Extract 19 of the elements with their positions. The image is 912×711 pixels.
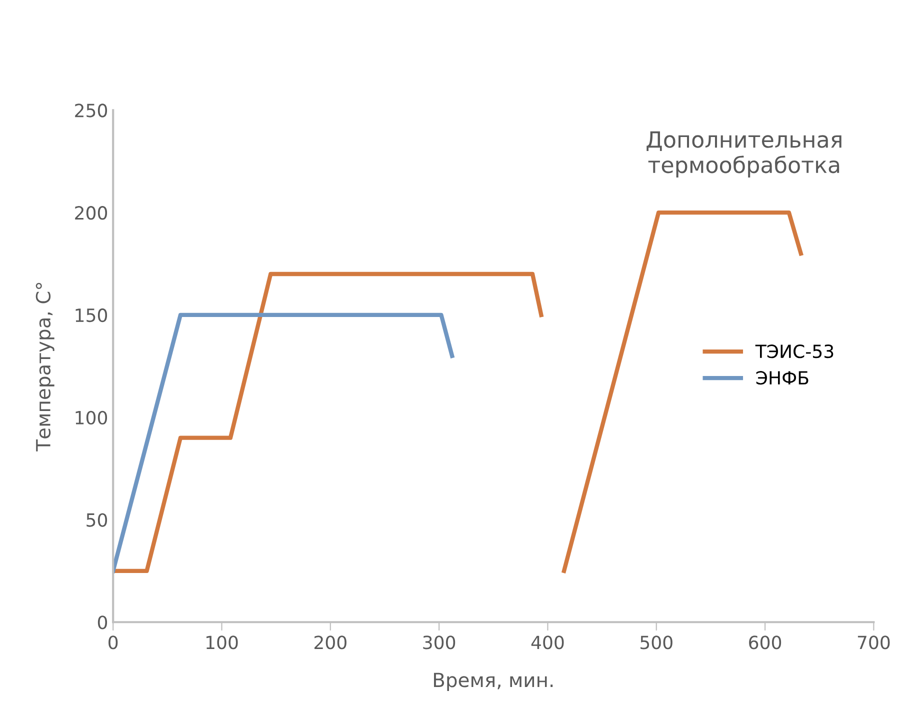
y-axis-title: Температура, С°: [36, 282, 54, 452]
x-tick-label: 300: [423, 636, 456, 650]
legend-label: ЭНФБ: [756, 371, 808, 385]
x-tick-label: 100: [206, 636, 238, 650]
y-tick-label: 250: [75, 104, 108, 118]
x-tick-label: 600: [749, 636, 782, 650]
y-tick-label: 200: [75, 206, 108, 220]
y-tick-label: 100: [76, 410, 108, 424]
y-tick-label: 0: [98, 616, 108, 630]
y-tick-label: 50: [86, 513, 108, 527]
y-tick-label: 150: [76, 308, 108, 322]
x-tick-label: 400: [531, 636, 564, 650]
x-tick-label: 500: [640, 636, 672, 650]
x-axis-title: Время, мин.: [434, 672, 553, 692]
annotation: Дополнительная термообработка: [646, 131, 842, 178]
legend-label: ТЭИС-53: [755, 344, 834, 358]
x-tick-label: 700: [858, 636, 890, 650]
x-tick-label: 200: [314, 636, 346, 650]
x-tick-label: 0: [108, 636, 118, 650]
